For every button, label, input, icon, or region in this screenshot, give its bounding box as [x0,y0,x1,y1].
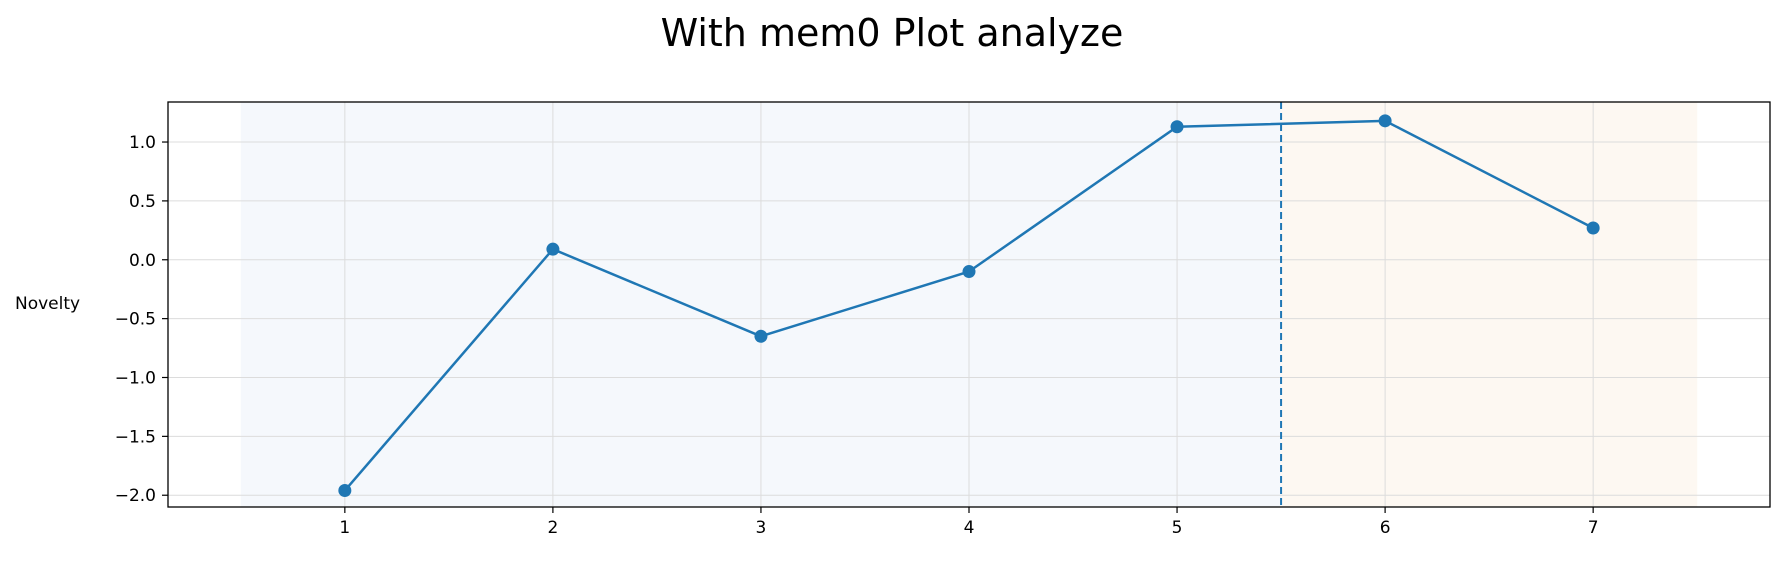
data-point-1 [338,484,352,498]
x-tick-label-3: 3 [756,518,767,538]
data-point-3 [754,329,768,343]
y-tick-label-2: 0.5 [129,192,156,212]
x-tick-label-6: 6 [1380,518,1391,538]
y-tick-label-5: −1.0 [115,368,156,388]
plot-area: 1 2 3 4 5 6 7 1.0 0.5 0.0 −0.5 −1.0 −1.5 −2.0 [115,101,1771,538]
data-point-4 [962,265,976,279]
y-tick-label-4: −0.5 [115,310,156,330]
y-tick-label-6: −1.5 [115,427,156,447]
y-tick-label-3: 0.0 [129,251,156,271]
x-tick-label-4: 4 [964,518,975,538]
x-tick-label-2: 2 [547,518,558,538]
x-tick-label-7: 7 [1588,518,1599,538]
x-tick-label-1: 1 [339,518,350,538]
data-point-2 [546,242,560,256]
data-point-6 [1378,114,1392,128]
data-point-7 [1586,221,1600,235]
data-point-5 [1170,120,1184,134]
shaded-region-2 [1281,102,1698,507]
chart-title: With mem0 Plot analyze [661,11,1124,55]
x-tick-label-5: 5 [1172,518,1183,538]
y-tick-label-1: 1.0 [129,133,156,153]
y-tick-label-7: −2.0 [115,486,156,506]
y-axis-label: Novelty [15,294,80,314]
